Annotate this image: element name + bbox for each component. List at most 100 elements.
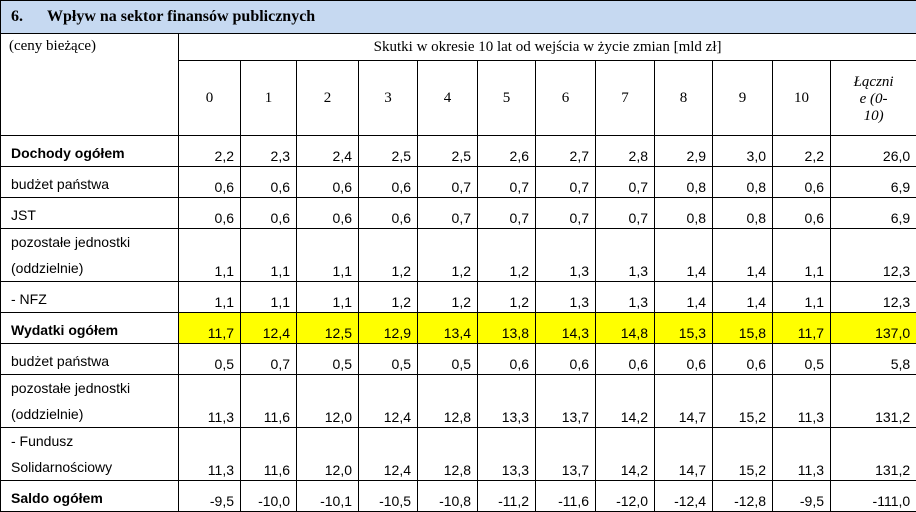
- value-cell: 0,6: [179, 198, 241, 229]
- value-cell: 15,2: [713, 375, 773, 428]
- value-cell: 0,6: [241, 198, 297, 229]
- value-cell: 12,4: [241, 313, 297, 344]
- year-header: 7: [596, 61, 655, 136]
- value-cell: 13,7: [536, 375, 596, 428]
- value-cell: 3,0: [713, 136, 773, 167]
- value-cell: 14,2: [596, 428, 655, 481]
- row-label: budżet państwa: [1, 167, 179, 198]
- value-cell: -11,6: [536, 481, 596, 512]
- value-cell: 15,8: [713, 313, 773, 344]
- value-cell: 12,4: [359, 428, 418, 481]
- row-label-line: JST: [11, 202, 178, 228]
- row-label: JST: [1, 198, 179, 229]
- value-cell: 1,1: [297, 229, 359, 282]
- value-cell: 1,2: [359, 282, 418, 313]
- value-cell: 14,8: [596, 313, 655, 344]
- value-cell: 11,3: [773, 428, 831, 481]
- value-cell: 0,7: [536, 198, 596, 229]
- section-number: 6.: [11, 8, 47, 26]
- value-cell: 1,4: [655, 282, 713, 313]
- value-cell: 0,6: [179, 167, 241, 198]
- value-cell: 0,5: [297, 344, 359, 375]
- value-cell: 131,2: [831, 428, 916, 481]
- value-cell: 13,3: [478, 428, 536, 481]
- value-cell: 13,3: [478, 375, 536, 428]
- value-cell: 12,0: [297, 428, 359, 481]
- value-cell: 1,3: [536, 282, 596, 313]
- value-cell: 12,8: [418, 375, 478, 428]
- value-cell: 5,8: [831, 344, 916, 375]
- value-cell: -12,8: [713, 481, 773, 512]
- value-cell: 0,6: [773, 198, 831, 229]
- value-cell: 1,2: [478, 282, 536, 313]
- year-header: 4: [418, 61, 478, 136]
- value-cell: 2,5: [418, 136, 478, 167]
- value-cell: 2,9: [655, 136, 713, 167]
- price-note: (ceny bieżące): [1, 34, 179, 136]
- value-cell: 12,0: [297, 375, 359, 428]
- effects-header: Skutki w okresie 10 lat od wejścia w życ…: [179, 34, 916, 61]
- row-label-line: (oddzielnie): [11, 401, 178, 427]
- value-cell: -10,5: [359, 481, 418, 512]
- value-cell: 0,5: [359, 344, 418, 375]
- value-cell: -11,2: [478, 481, 536, 512]
- value-cell: 0,6: [478, 344, 536, 375]
- value-cell: 0,6: [536, 344, 596, 375]
- value-cell: 0,6: [596, 344, 655, 375]
- value-cell: -10,0: [241, 481, 297, 512]
- value-cell: -10,8: [418, 481, 478, 512]
- value-cell: 26,0: [831, 136, 916, 167]
- value-cell: 2,2: [179, 136, 241, 167]
- value-cell: 11,3: [773, 375, 831, 428]
- row-label-line: Solidarnościowy: [11, 454, 178, 480]
- value-cell: 0,6: [297, 198, 359, 229]
- value-cell: 1,3: [596, 229, 655, 282]
- value-cell: 0,6: [359, 198, 418, 229]
- value-cell: 0,8: [713, 167, 773, 198]
- value-cell: 14,2: [596, 375, 655, 428]
- value-cell: 2,6: [478, 136, 536, 167]
- value-cell: -12,4: [655, 481, 713, 512]
- value-cell: 12,4: [359, 375, 418, 428]
- value-cell: 0,8: [655, 167, 713, 198]
- value-cell: 1,2: [418, 282, 478, 313]
- value-cell: 0,7: [536, 167, 596, 198]
- value-cell: 11,6: [241, 375, 297, 428]
- year-header: 8: [655, 61, 713, 136]
- row-label: - NFZ: [1, 282, 179, 313]
- year-header: 5: [478, 61, 536, 136]
- value-cell: 1,4: [713, 229, 773, 282]
- value-cell: 0,7: [596, 167, 655, 198]
- year-header: 3: [359, 61, 418, 136]
- row-label-line: pozostałe jednostki: [11, 375, 178, 401]
- value-cell: -10,1: [297, 481, 359, 512]
- value-cell: 2,5: [359, 136, 418, 167]
- value-cell: 1,1: [773, 229, 831, 282]
- value-cell: 0,8: [655, 198, 713, 229]
- value-cell: -12,0: [596, 481, 655, 512]
- value-cell: 14,3: [536, 313, 596, 344]
- year-header: 2: [297, 61, 359, 136]
- value-cell: 0,6: [655, 344, 713, 375]
- value-cell: 0,8: [713, 198, 773, 229]
- value-cell: 15,3: [655, 313, 713, 344]
- row-label: Wydatki ogółem: [1, 313, 179, 344]
- row-label: pozostałe jednostki(oddzielnie): [1, 229, 179, 282]
- value-cell: 2,3: [241, 136, 297, 167]
- value-cell: 0,6: [773, 167, 831, 198]
- value-cell: 11,7: [179, 313, 241, 344]
- value-cell: 131,2: [831, 375, 916, 428]
- value-cell: 0,7: [478, 167, 536, 198]
- value-cell: 1,1: [241, 282, 297, 313]
- value-cell: 12,3: [831, 229, 916, 282]
- value-cell: 1,1: [773, 282, 831, 313]
- value-cell: 6,9: [831, 198, 916, 229]
- value-cell: 2,4: [297, 136, 359, 167]
